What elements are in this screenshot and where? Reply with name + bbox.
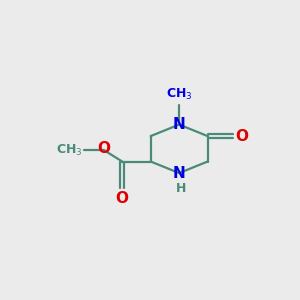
Text: O: O: [116, 191, 129, 206]
Text: N: N: [173, 166, 185, 181]
Text: CH$_3$: CH$_3$: [166, 87, 193, 102]
Text: O: O: [236, 129, 248, 144]
Text: O: O: [97, 141, 110, 156]
Text: N: N: [173, 117, 185, 132]
Text: H: H: [176, 182, 187, 195]
Text: CH$_3$: CH$_3$: [56, 142, 82, 158]
